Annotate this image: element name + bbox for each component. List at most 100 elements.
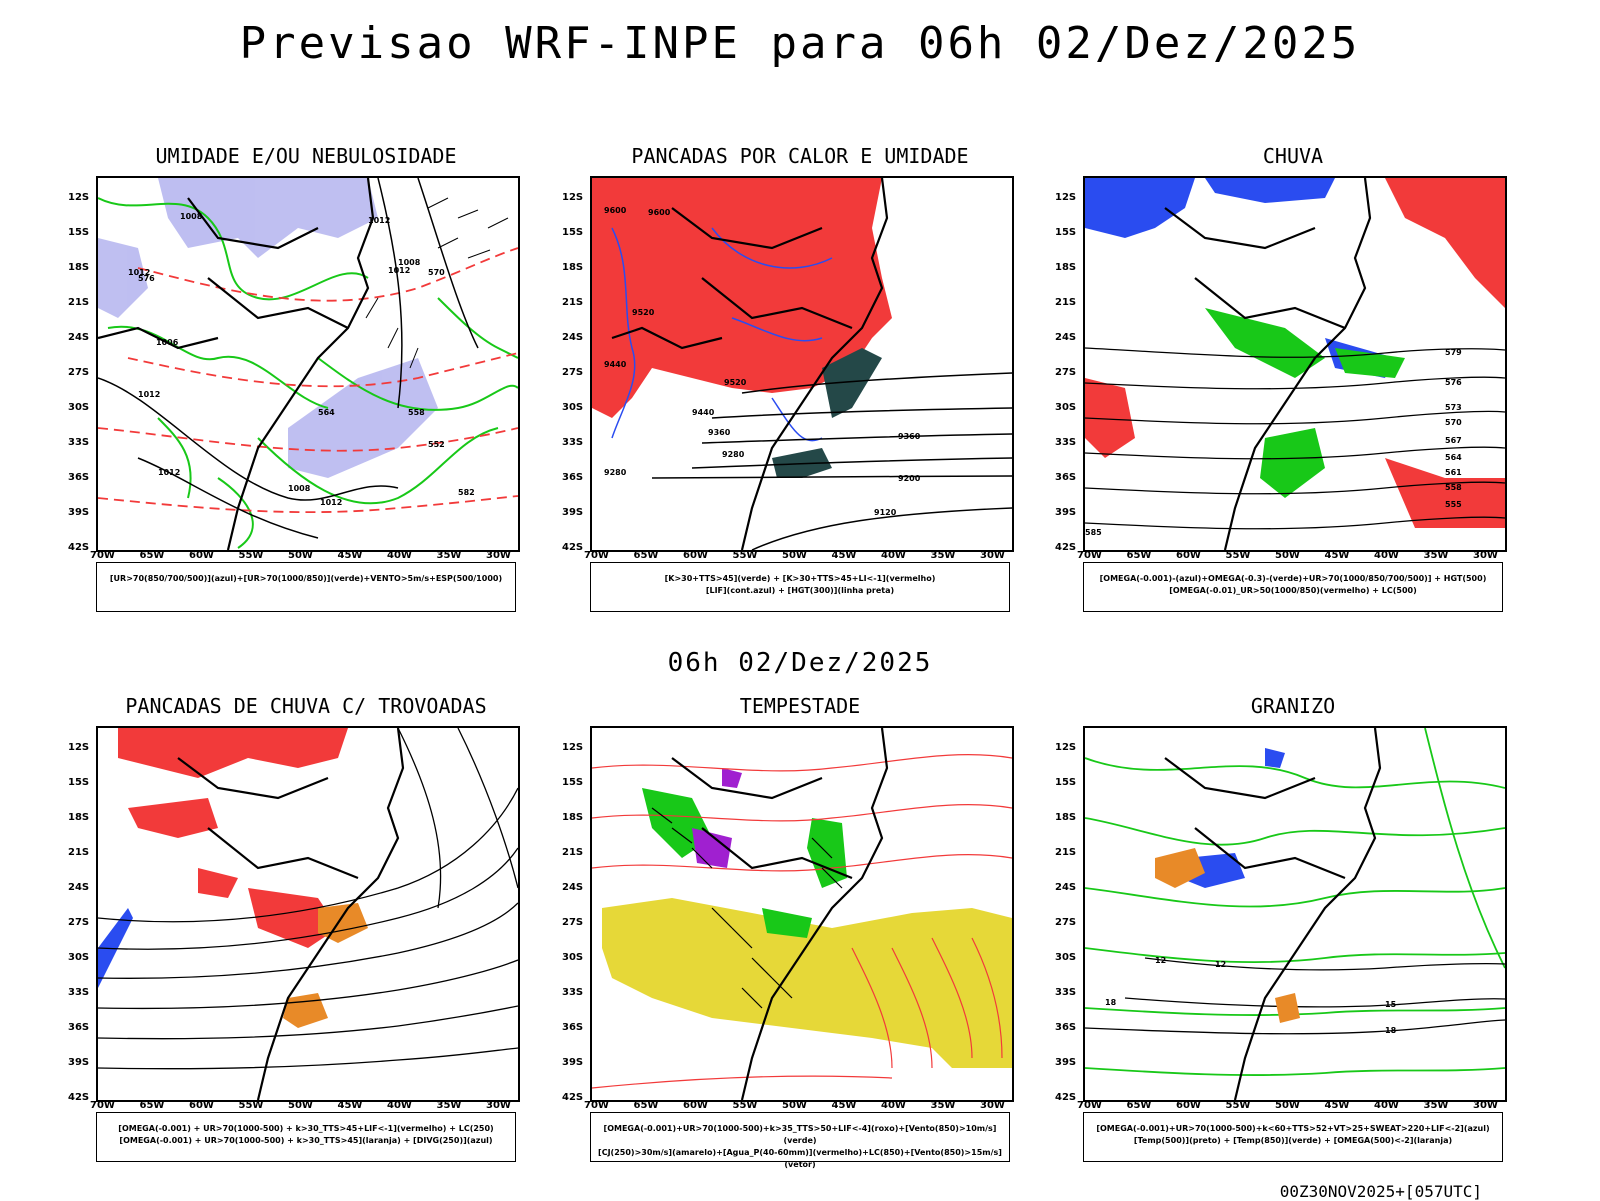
longitude-label: 60W bbox=[683, 550, 708, 561]
longitude-label: 55W bbox=[238, 550, 264, 561]
panel-granizo: GRANIZO bbox=[1055, 694, 1507, 1170]
map-granizo[interactable]: 12 12 15 18 18 bbox=[1083, 726, 1507, 1102]
latitude-label: 21S bbox=[1055, 847, 1077, 858]
contour-label: 9440 bbox=[604, 360, 627, 369]
latitude-label: 12S bbox=[68, 742, 90, 753]
contour-label: 12 bbox=[1155, 956, 1167, 965]
latitude-label: 33S bbox=[68, 437, 90, 448]
panel-legend: [OMEGA(-0.001)+UR>70(1000-500)+k>35_TTS>… bbox=[590, 1112, 1010, 1169]
latitude-label: 21S bbox=[68, 297, 90, 308]
longitude-label: 60W bbox=[189, 550, 214, 561]
latitude-label: 36S bbox=[562, 472, 584, 483]
contour-label: 564 bbox=[318, 408, 335, 417]
latitude-label: 39S bbox=[1055, 507, 1077, 518]
longitude-label: 35W bbox=[1423, 550, 1449, 561]
longitude-label: 35W bbox=[930, 1100, 956, 1111]
instability-red-area bbox=[592, 178, 892, 418]
latitude-label: 18S bbox=[68, 812, 90, 823]
map-umidade[interactable]: 1008 1012 1012 1008 1006 1012 1012 1012 1008 1012… bbox=[96, 176, 520, 552]
latitude-label: 33S bbox=[562, 987, 584, 998]
legend-line-2: [OMEGA(-0.01)_UR>50(1000/850)(vermelho) … bbox=[1169, 586, 1417, 595]
latitude-label: 42S bbox=[68, 1092, 90, 1103]
longitude-label: 30W bbox=[486, 550, 511, 561]
map-tempestade[interactable] bbox=[590, 726, 1014, 1102]
longitude-label: 40W bbox=[387, 1100, 412, 1111]
latitude-label: 30S bbox=[562, 952, 584, 963]
longitude-label: 60W bbox=[683, 1100, 708, 1111]
contour-label: 15 bbox=[1385, 1000, 1397, 1009]
map-trovoadas[interactable] bbox=[96, 726, 520, 1102]
latitude-label: 36S bbox=[562, 1022, 584, 1033]
map-chuva[interactable]: 579 576 573 570 567 564 561 558 555 585 bbox=[1083, 176, 1507, 552]
latitude-label: 12S bbox=[562, 192, 584, 203]
contour-label: 555 bbox=[1445, 500, 1462, 509]
panel-pancadas-calor: PANCADAS POR CALOR E UMIDADE bbox=[562, 144, 1014, 620]
contour-label: 1012 bbox=[158, 468, 181, 477]
latitude-label: 27S bbox=[562, 367, 584, 378]
longitude-label: 50W bbox=[782, 550, 807, 561]
latitude-label: 42S bbox=[1055, 542, 1077, 553]
longitude-label: 40W bbox=[1374, 1100, 1399, 1111]
longitude-label: 55W bbox=[732, 550, 758, 561]
longitude-label: 30W bbox=[486, 1100, 511, 1111]
longitude-label: 30W bbox=[980, 550, 1005, 561]
latitude-label: 42S bbox=[562, 1092, 584, 1103]
latitude-label: 18S bbox=[68, 262, 90, 273]
longitude-label: 65W bbox=[633, 1100, 659, 1111]
longitude-label: 65W bbox=[1126, 550, 1152, 561]
contour-label: 552 bbox=[428, 440, 445, 449]
temp-850-green-contours bbox=[1085, 728, 1505, 1076]
map-pancadas-calor[interactable]: 9600 9600 9520 9440 9520 9440 9360 9280 9280 9200… bbox=[590, 176, 1014, 552]
panel-legend: [UR>70(850/700/500)](azul)+[UR>70(1000/8… bbox=[96, 562, 516, 612]
pressure-contours bbox=[98, 178, 479, 539]
hgt-300-contours bbox=[651, 372, 1012, 550]
contour-label: 1008 bbox=[288, 484, 311, 493]
longitude-label: 50W bbox=[782, 1100, 807, 1111]
contour-label: 1012 bbox=[368, 216, 391, 225]
longitude-label: 50W bbox=[1275, 550, 1300, 561]
latitude-label: 30S bbox=[562, 402, 584, 413]
panel-legend: [OMEGA(-0.001)-(azul)+OMEGA(-0.3)-(verde… bbox=[1083, 562, 1503, 612]
legend-line-1: [K>30+TTS>45](verde) + [K>30+TTS>45+LI<-… bbox=[664, 574, 936, 583]
contour-label: 9280 bbox=[722, 450, 745, 459]
legend-line-2: [OMEGA(-0.001) + UR>70(1000-500) + k>30_… bbox=[119, 1136, 493, 1145]
latitude-label: 36S bbox=[1055, 472, 1077, 483]
latitude-label: 39S bbox=[562, 1057, 584, 1068]
longitude-label: 70W bbox=[1077, 1100, 1102, 1111]
longitude-label: 70W bbox=[584, 550, 609, 561]
contour-label: 582 bbox=[458, 488, 475, 497]
legend-line-1: [UR>70(850/700/500)](azul)+[UR>70(1000/8… bbox=[109, 574, 503, 583]
contour-label: 576 bbox=[1445, 378, 1462, 387]
latitude-label: 15S bbox=[68, 227, 90, 238]
contour-label: 9520 bbox=[724, 378, 747, 387]
latitude-label: 36S bbox=[1055, 1022, 1077, 1033]
latitude-label: 30S bbox=[68, 952, 90, 963]
longitude-label: 45W bbox=[337, 550, 363, 561]
run-info-footer: 00Z30NOV2025+[057UTC] bbox=[1279, 1182, 1482, 1201]
longitude-label: 40W bbox=[387, 550, 412, 561]
longitude-label: 40W bbox=[881, 550, 906, 561]
latitude-label: 24S bbox=[1055, 882, 1077, 893]
panel-title: TEMPESTADE bbox=[739, 694, 861, 718]
latitude-label: 27S bbox=[1055, 917, 1077, 928]
legend-line-1: [OMEGA(-0.001) + UR>70(1000-500) + k>30_… bbox=[118, 1124, 494, 1133]
latitude-label: 30S bbox=[1055, 402, 1077, 413]
latitude-label: 33S bbox=[1055, 987, 1077, 998]
latitude-label: 15S bbox=[1055, 227, 1077, 238]
contour-label: 579 bbox=[1445, 348, 1462, 357]
latitude-label: 42S bbox=[562, 542, 584, 553]
contour-label: 1008 bbox=[398, 258, 421, 267]
contour-label: 558 bbox=[1445, 483, 1462, 492]
legend-line-2: [Temp(500)](preto) + [Temp(850)](verde) … bbox=[1133, 1136, 1453, 1145]
coastline-borders bbox=[177, 728, 405, 1100]
contour-label: 576 bbox=[138, 274, 155, 283]
latitude-label: 15S bbox=[562, 227, 584, 238]
longitude-label: 30W bbox=[980, 1100, 1005, 1111]
latitude-label: 27S bbox=[68, 367, 90, 378]
longitude-label: 55W bbox=[732, 1100, 758, 1111]
contour-label: 558 bbox=[408, 408, 425, 417]
contour-label: 9520 bbox=[632, 308, 655, 317]
longitude-label: 35W bbox=[1423, 1100, 1449, 1111]
latitude-label: 18S bbox=[562, 812, 584, 823]
longitude-label: 55W bbox=[1225, 1100, 1251, 1111]
